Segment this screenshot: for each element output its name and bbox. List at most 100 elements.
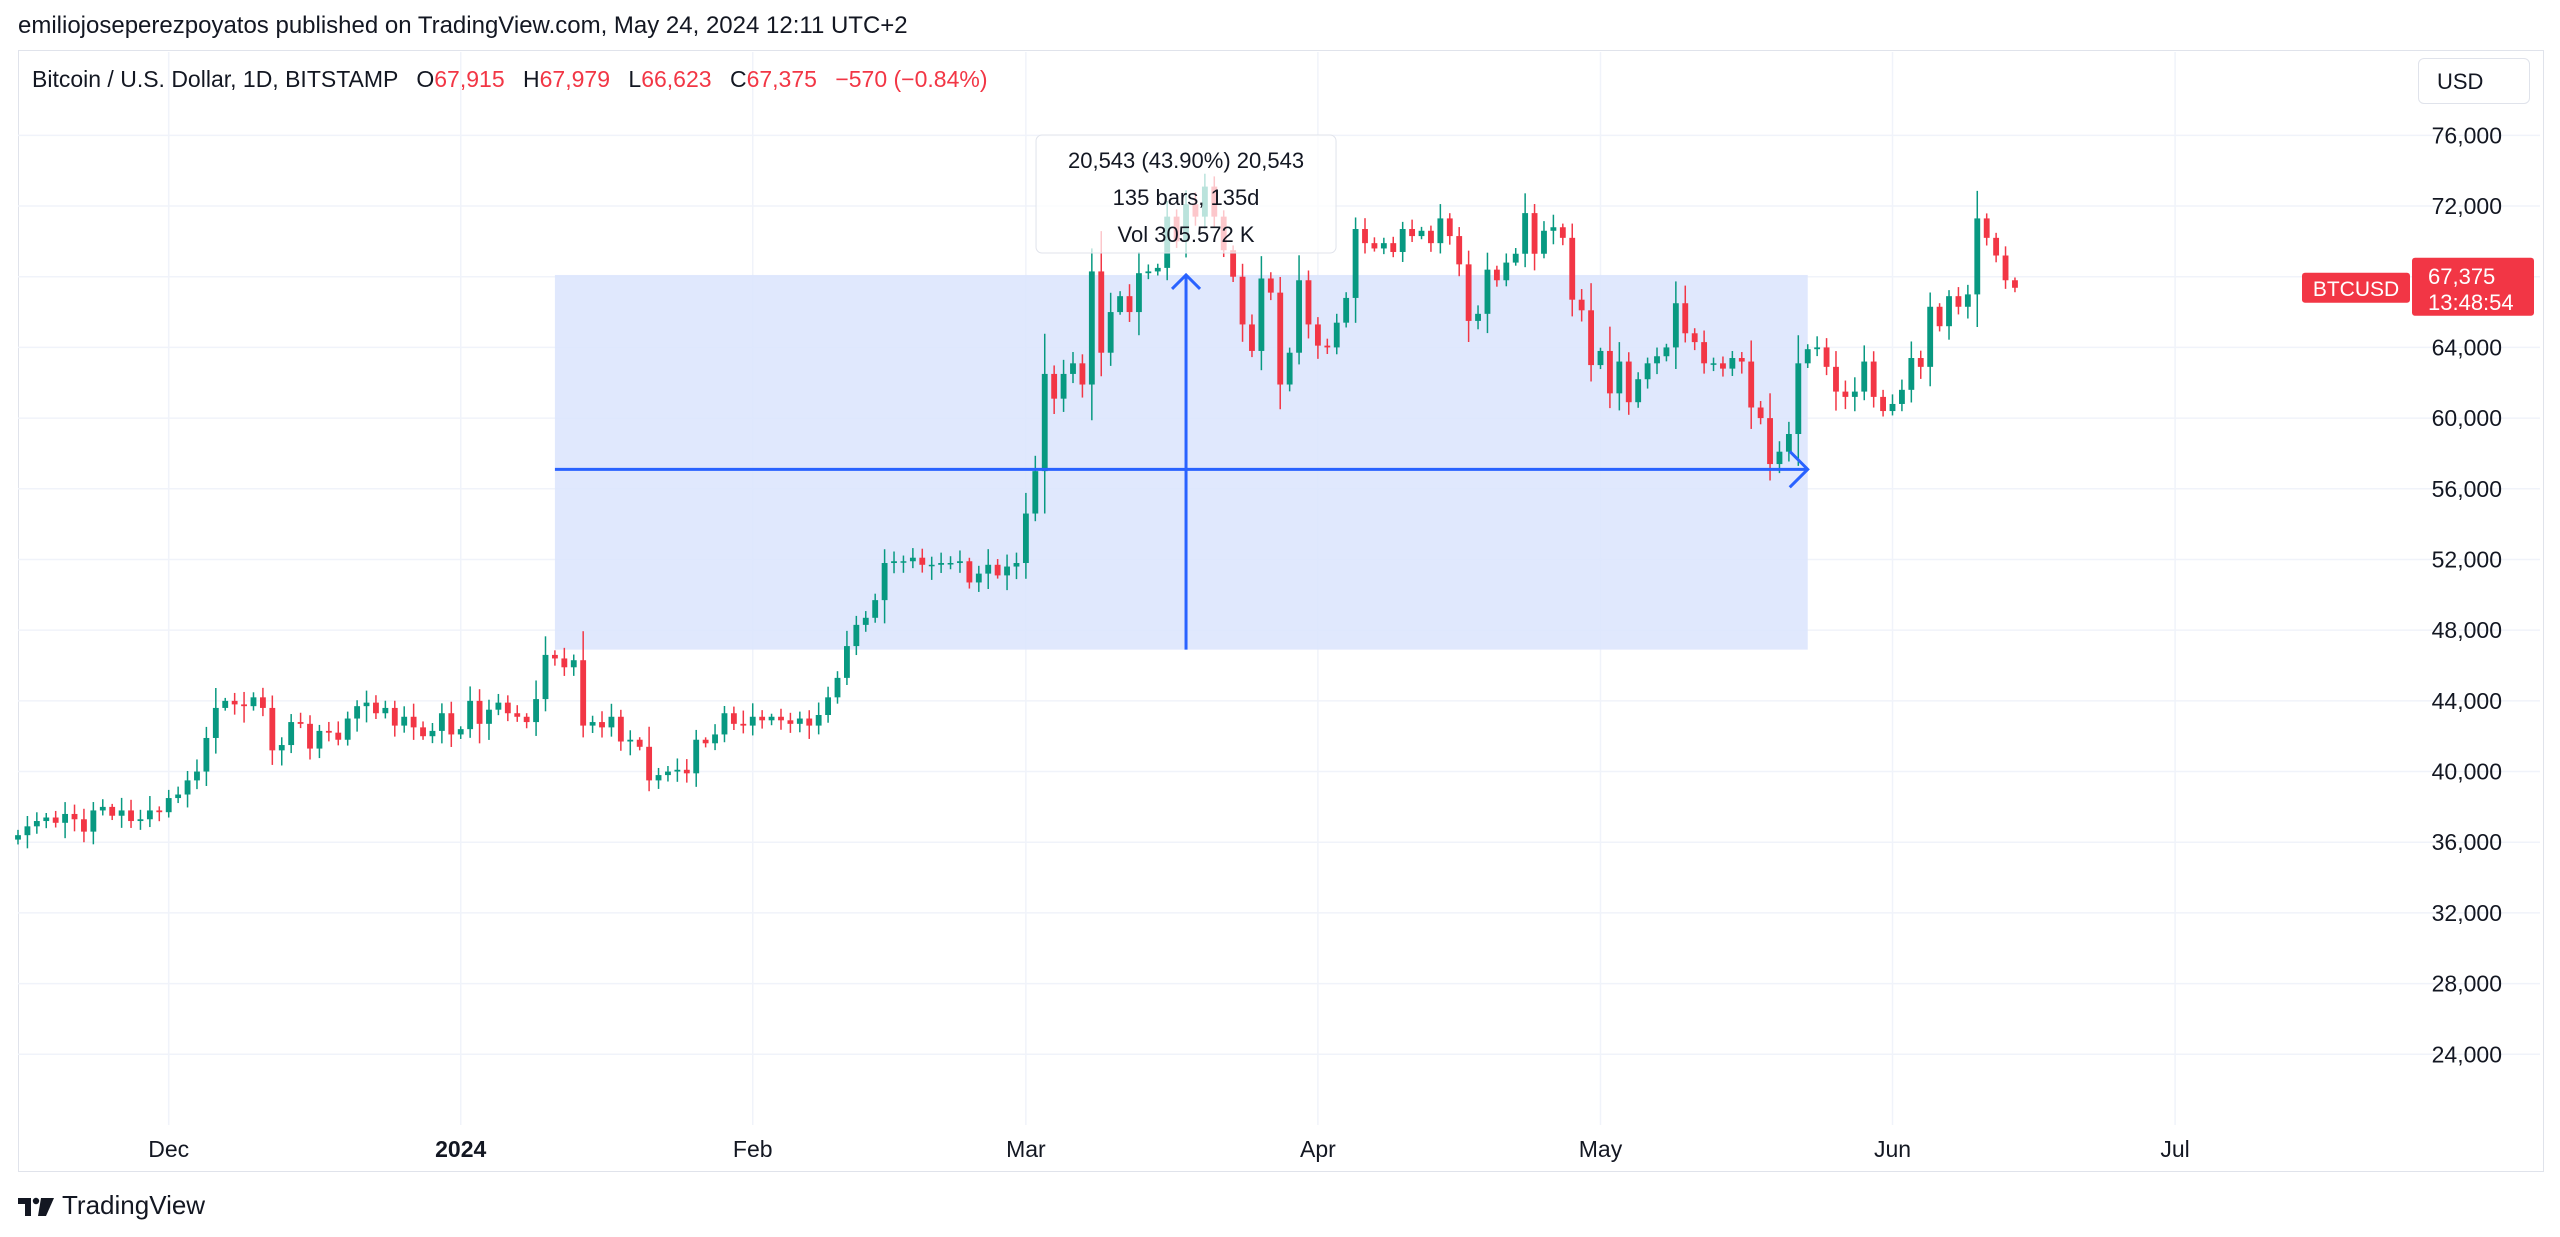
candle-body xyxy=(599,722,605,728)
candle-body xyxy=(834,677,841,698)
measure-label-box xyxy=(1035,134,1337,254)
candle-body xyxy=(1493,269,1500,281)
candle-body xyxy=(1757,407,1764,419)
candle-body xyxy=(655,775,662,781)
candle-body xyxy=(1729,358,1736,369)
candle-body xyxy=(862,617,869,625)
candle-body xyxy=(957,561,963,564)
candle-body xyxy=(975,573,982,583)
candle-body xyxy=(1927,306,1934,367)
candle-body xyxy=(617,716,624,742)
candle-body xyxy=(156,810,163,813)
y-tick-label: 24,000 xyxy=(2432,1041,2502,1067)
y-tick-label: 40,000 xyxy=(2432,759,2502,785)
candle-body xyxy=(1136,273,1142,313)
candle-body xyxy=(1672,303,1679,348)
candle-body xyxy=(259,697,266,708)
chart-frame xyxy=(18,50,2544,1172)
candle-body xyxy=(551,654,558,659)
candle-body xyxy=(1654,356,1660,364)
candle-body xyxy=(1880,396,1887,412)
measure-overlay: 20,543 (43.90%) 20,543 135 bars, 135d Vol … xyxy=(554,134,1810,650)
candle-body xyxy=(966,561,973,583)
candle-body xyxy=(203,737,210,772)
tradingview-logo[interactable]: TradingView xyxy=(18,1190,205,1221)
measure-tool xyxy=(554,274,1808,650)
candle-body xyxy=(1701,342,1708,364)
candle-body xyxy=(1343,297,1350,323)
bar-countdown-label: 13:48:54 xyxy=(2428,290,2514,315)
candle-body xyxy=(307,723,313,749)
candle-body xyxy=(1314,324,1321,346)
candle-body xyxy=(1230,250,1237,277)
candle-body xyxy=(1870,361,1877,397)
candle-body xyxy=(194,771,200,781)
candle-body xyxy=(721,713,728,735)
candle-body xyxy=(81,819,87,832)
candle-body xyxy=(1267,278,1274,293)
candle-body xyxy=(891,561,897,564)
candle-body xyxy=(646,746,653,781)
candle-body xyxy=(1418,230,1425,237)
measure-label-line-2: 135 bars, 135d xyxy=(1113,185,1260,210)
candle-body xyxy=(985,564,992,574)
candle-body xyxy=(1833,366,1839,392)
candle-body xyxy=(514,713,521,717)
candle-body xyxy=(683,769,690,774)
currency-button[interactable]: USD xyxy=(2418,58,2530,104)
candle-body xyxy=(570,660,577,668)
candle-body xyxy=(1249,324,1255,351)
candle-body xyxy=(1917,358,1924,367)
candle-body xyxy=(438,713,445,731)
y-tick-label: 64,000 xyxy=(2432,334,2502,360)
candle-body xyxy=(1541,230,1547,254)
candle-body xyxy=(429,730,436,737)
candle-body xyxy=(62,813,69,823)
candle-body xyxy=(1710,363,1717,365)
candle-body xyxy=(373,702,379,714)
candle-body xyxy=(533,699,539,723)
candle-body xyxy=(636,739,643,747)
low-label: L xyxy=(628,66,642,92)
candle-body xyxy=(1107,312,1114,353)
candle-body xyxy=(1663,347,1670,357)
candle-body xyxy=(222,700,229,708)
candle-body xyxy=(15,835,21,840)
candle-body xyxy=(250,697,257,707)
candle-body xyxy=(627,739,634,742)
candle-body xyxy=(1258,278,1265,351)
candle-body xyxy=(1823,347,1830,367)
candle-body xyxy=(665,771,671,776)
candle-body xyxy=(768,716,775,721)
close-label: C xyxy=(729,66,747,92)
candle-body xyxy=(1578,299,1585,311)
candle-body xyxy=(1569,237,1576,300)
candle-body xyxy=(1362,229,1368,244)
candle-body xyxy=(1720,363,1726,369)
candle-body xyxy=(128,810,134,822)
candle-body xyxy=(1889,403,1896,412)
candle-body xyxy=(1691,333,1698,343)
candle-body xyxy=(1983,218,1990,238)
candle-body xyxy=(297,722,304,724)
y-tick-label: 52,000 xyxy=(2432,546,2502,572)
candle-body xyxy=(2002,255,2009,281)
candle-body xyxy=(1974,218,1981,295)
candle-body xyxy=(495,702,502,710)
candle-body xyxy=(1964,294,1971,307)
candle-body xyxy=(1126,296,1133,313)
candle-body xyxy=(561,658,568,668)
candle-body xyxy=(335,732,342,740)
candle-body xyxy=(796,718,803,724)
candle-body xyxy=(1767,418,1773,465)
candle-body xyxy=(1748,361,1755,408)
symbol-title: Bitcoin / U.S. Dollar, 1D, BITSTAMP xyxy=(32,66,398,92)
candle-body xyxy=(99,806,106,811)
y-tick-label: 48,000 xyxy=(2432,617,2502,643)
candle-body xyxy=(401,716,408,726)
candle-body xyxy=(1013,563,1020,567)
candle-body xyxy=(1145,271,1152,274)
candle-body xyxy=(994,564,1001,576)
candle-body xyxy=(947,563,954,565)
